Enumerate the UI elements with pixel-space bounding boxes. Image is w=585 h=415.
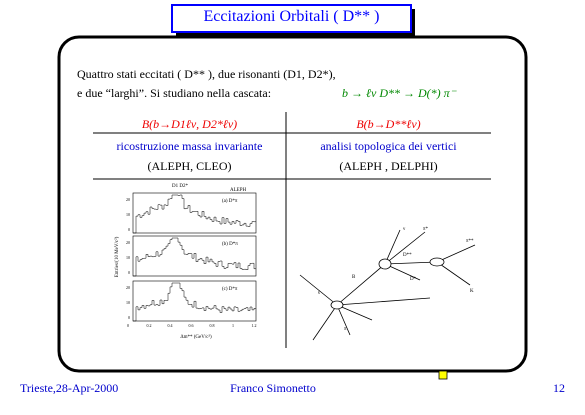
diagram-label: π [344, 327, 347, 332]
y-tick-label: 0 [128, 227, 130, 232]
y-tick-label: 20 [126, 240, 130, 245]
histogram-line [133, 282, 256, 322]
vertex-diagram [299, 229, 476, 341]
panel [132, 280, 257, 322]
peak-label: D1 D2* [172, 184, 188, 189]
footer-date: Trieste,28-Apr-2000 [20, 381, 119, 395]
table-cell: analisi topologica dei vertici [320, 139, 457, 153]
y-tick-label: 10 [126, 255, 130, 260]
footer-page: 12 [553, 381, 565, 395]
y-tick-label: 20 [126, 197, 130, 202]
histogram-line [133, 194, 256, 234]
x-tick-label: 0.4 [168, 323, 173, 328]
diagram-label: ℓ [318, 290, 320, 296]
x-axis-label: Δm** (GeV/c²) [180, 334, 212, 340]
intro-line: e due “larghi”. Si studiano nella cascat… [77, 86, 272, 100]
y-tick-label: 10 [126, 300, 130, 305]
table-header: B(b→D**ℓν) [356, 117, 421, 131]
x-tick-label: 0.2 [147, 323, 152, 328]
diagram-label: π* [423, 227, 429, 232]
title-box [171, 4, 412, 33]
diagram-label: K [470, 289, 474, 294]
y-tick-label: 10 [126, 212, 130, 217]
experiment-label: ALEPH [230, 188, 247, 193]
footer-author: Franco Simonetto [230, 381, 316, 395]
diagram-label: D** [403, 253, 412, 258]
nav-square [438, 370, 448, 380]
y-tick-label: 20 [126, 285, 130, 290]
x-tick-label: 0 [127, 323, 129, 328]
intro-line: Quattro stati eccitati ( D** ), due riso… [77, 67, 336, 81]
x-tick-label: 0.8 [210, 323, 215, 328]
panel [132, 235, 257, 277]
x-tick-label: 1 [232, 323, 234, 328]
title: Eccitazioni Orbitali ( D** ) [203, 8, 380, 25]
y-axis-label: Entries/(10 MeV/c²) [114, 236, 120, 277]
formula: b → ℓν D** → D(*) π⁻ [342, 86, 456, 100]
y-tick-label: 0 [128, 315, 130, 320]
table-header: B(b→D1ℓν, D2*ℓν) [141, 117, 238, 131]
frame [57, 35, 528, 373]
panel [132, 192, 257, 234]
panel-label: (c) D*π [222, 287, 238, 292]
table-cell: (ALEPH, CLEO) [147, 159, 232, 173]
panel-label: (b) D*π [222, 242, 238, 247]
histogram-line [133, 237, 256, 277]
diagram-label: π** [466, 239, 474, 244]
panel-label: (a) D*π [222, 199, 238, 204]
diagram-label: ν [403, 227, 406, 232]
diagram-label: B [352, 275, 356, 280]
diagram-label: D* [410, 277, 417, 282]
table-cell: (ALEPH , DELPHI) [339, 159, 438, 173]
x-tick-label: 1.2 [252, 323, 257, 328]
y-tick-label: 0 [128, 270, 130, 275]
table-cell: ricostruzione massa invariante [116, 139, 263, 153]
x-tick-label: 0.6 [189, 323, 194, 328]
histogram [132, 192, 257, 322]
